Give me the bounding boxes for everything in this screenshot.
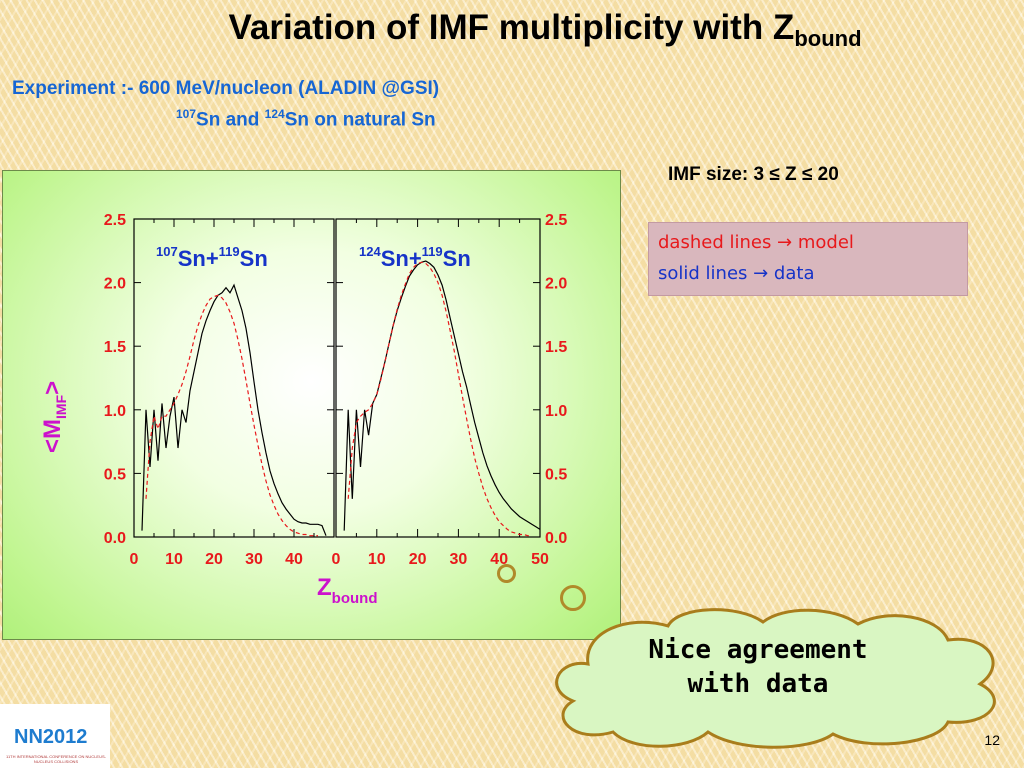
panel-label-nucleus-1: Sn+	[381, 246, 422, 271]
callout-line-2: with data	[687, 669, 829, 699]
y-tick-label: 1.0	[104, 403, 126, 420]
page-number: 12	[984, 732, 1000, 748]
x-tick-label: 40	[490, 551, 508, 568]
x-tick-label: 40	[285, 551, 303, 568]
plot-frame	[335, 218, 541, 538]
sn-text-2: Sn on natural Sn	[284, 109, 436, 131]
series-dashed-line	[347, 261, 532, 537]
experiment-line: Experiment :- 600 MeV/nucleon (ALADIN @G…	[12, 78, 440, 99]
panel-label: 124Sn+119Sn	[359, 244, 471, 271]
x-tick-label: 0	[332, 551, 341, 568]
y-tick-label: 0.5	[545, 466, 567, 483]
y-tick-label: 1.5	[104, 339, 126, 356]
plot-frame	[133, 218, 335, 538]
y-tick-label: 2.0	[104, 276, 126, 293]
title-subscript: bound	[794, 26, 862, 51]
y-tick-label: 0.5	[104, 466, 126, 483]
x-tick-label: 0	[130, 551, 139, 568]
y-tick-label: 0.0	[104, 530, 126, 547]
series-dashed-line	[145, 294, 318, 537]
y-tick-label: 0.0	[545, 530, 567, 547]
chart-panel-right: 0.0 0.5 1.0 1.5 2.0 2.5 0 10 20 30 40 50 124Sn+119Sn	[332, 212, 568, 568]
panel-label: 107Sn+119Sn	[156, 244, 268, 271]
sn-line: 107Sn and 124Sn on natural Sn	[176, 107, 436, 131]
callout-bubble-small	[497, 564, 516, 583]
x-tick-label: 50	[531, 551, 549, 568]
panel-label-mass-1: 124	[359, 244, 381, 259]
y-axis-label-main: <M	[39, 419, 66, 453]
x-tick-label: 20	[205, 551, 223, 568]
logo-subtext: 11TH INTERNATIONAL CONFERENCE ON NUCLEUS…	[6, 754, 106, 764]
slide-title: Variation of IMF multiplicity with Zboun…	[0, 8, 1024, 52]
legend-box: dashed lines → model solid lines → data	[648, 222, 968, 296]
callout-text: Nice agreement with data	[600, 633, 916, 701]
panel-label-mass-1: 107	[156, 244, 178, 259]
y-axis-label-end: >	[39, 381, 66, 395]
x-axis-label-main: Z	[317, 574, 332, 601]
y-tick-label: 1.0	[545, 403, 567, 420]
panel-label-nucleus-2: Sn	[240, 246, 268, 271]
plot-panel: 0.0 0.5 1.0 1.5 2.0 2.5 0 10 20 30 40 107Sn+119Sn Zb…	[2, 170, 621, 640]
sn-mass-1: 107	[176, 107, 197, 121]
y-tick-label: 2.0	[545, 276, 567, 293]
logo-text: NN2012	[14, 726, 88, 748]
x-tick-label: 10	[368, 551, 386, 568]
conference-logo: NN2012 11TH INTERNATIONAL CONFERENCE ON …	[0, 704, 110, 768]
y-axis-label: <MIMF>	[39, 381, 69, 453]
y-tick-label: 1.5	[545, 339, 567, 356]
panel-label-mass-2: 119	[219, 244, 240, 259]
imf-chart: 0.00.51.01.52.02.50 10 20 30 40107Sn+119SnZb…	[39, 212, 568, 607]
y-tick-label: 2.5	[545, 212, 567, 229]
imf-size-label: IMF size: 3 ≤ Z ≤ 20	[668, 164, 839, 185]
panel-label-mass-2: 119	[422, 244, 443, 259]
y-axis-label-sub: IMF	[53, 394, 69, 419]
sn-text-1: Sn and	[196, 109, 265, 131]
chart-panel-left: 0.0 0.5 1.0 1.5 2.0 2.5 0 10 20 30 40 107Sn+119Sn Zb…	[39, 212, 378, 607]
x-axis-label-sub: bound	[332, 590, 378, 607]
title-main: Variation of IMF multiplicity with Z	[228, 8, 795, 47]
panel-label-nucleus-2: Sn	[443, 246, 471, 271]
x-tick-label: 10	[165, 551, 183, 568]
x-axis-label: Zbound	[317, 574, 378, 607]
series-solid-line	[141, 283, 327, 536]
legend-solid: solid lines → data	[658, 263, 815, 284]
y-tick-label: 2.5	[104, 212, 126, 229]
legend-dashed: dashed lines → model	[658, 232, 854, 253]
x-tick-label: 30	[450, 551, 468, 568]
x-tick-label: 30	[245, 551, 263, 568]
series-solid-line	[343, 260, 541, 531]
callout-cloud	[555, 608, 996, 749]
callout-bubble-large	[560, 585, 586, 611]
x-tick-label: 20	[409, 551, 427, 568]
sn-mass-2: 124	[264, 107, 285, 121]
panel-label-nucleus-1: Sn+	[178, 246, 219, 271]
callout-line-1: Nice agreement	[648, 635, 868, 665]
